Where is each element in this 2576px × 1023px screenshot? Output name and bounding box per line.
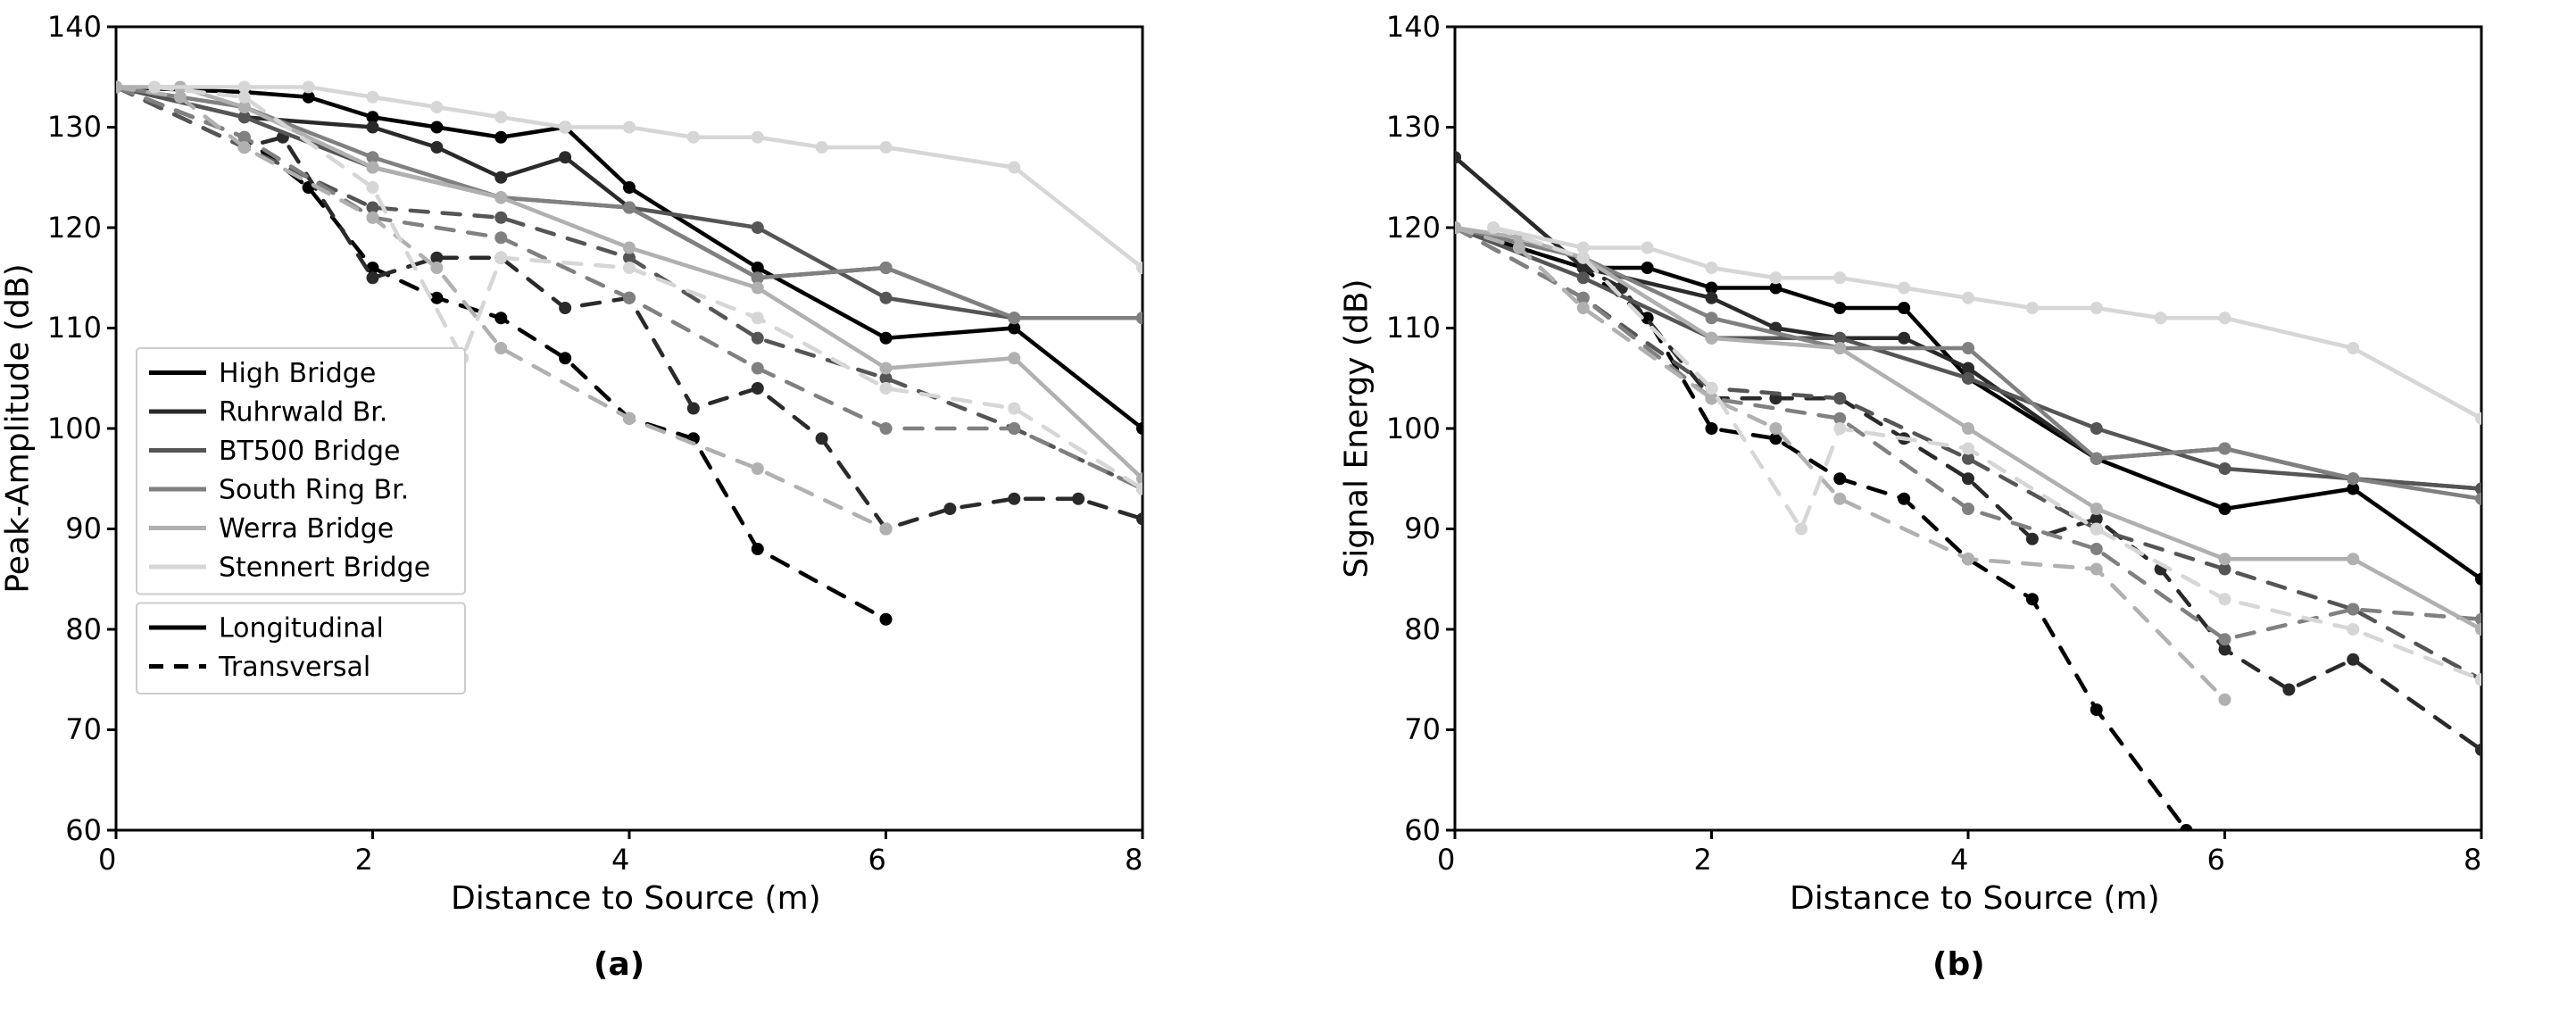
series-marker (1833, 342, 1846, 354)
series-marker (2347, 342, 2359, 354)
series-marker (1487, 221, 1500, 234)
series-marker (2475, 623, 2488, 636)
series-marker (2475, 573, 2488, 586)
series-marker (2155, 312, 2167, 324)
ylabel: Signal Energy (dB) (1339, 279, 1375, 578)
series-marker (2475, 493, 2488, 505)
series-marker (1833, 493, 1846, 505)
series-marker (1577, 252, 1590, 264)
series-marker (2219, 694, 2231, 706)
series-marker (2026, 593, 2039, 605)
xlabel: Distance to Source (m) (1790, 880, 2147, 917)
ytick-label: 90 (1404, 512, 1441, 545)
xtick-label: 0 (1437, 843, 1455, 877)
series-marker (1833, 472, 1846, 485)
series-marker (1706, 262, 1718, 274)
series-line (1455, 157, 2481, 488)
series-marker (2347, 553, 2359, 565)
series-marker (2219, 633, 2231, 645)
series-marker (1833, 271, 1846, 284)
series-marker (2090, 302, 2103, 314)
series-marker (1962, 503, 1974, 515)
xtick-label: 8 (2464, 843, 2481, 877)
series-marker (2090, 703, 2103, 716)
series-marker (2347, 653, 2359, 666)
series-marker (1706, 292, 1718, 304)
series-line (1455, 228, 2186, 830)
series-marker (1962, 342, 1974, 354)
series-marker (1577, 302, 1590, 314)
series-marker (1833, 302, 1846, 314)
series-marker (2219, 593, 2231, 605)
ytick-label: 60 (1404, 813, 1441, 847)
series-marker (1898, 332, 1910, 345)
series-marker (2219, 503, 2231, 515)
series-marker (2090, 503, 2103, 515)
series-marker (2219, 462, 2231, 475)
series-marker (1449, 151, 1461, 163)
series-marker (2090, 422, 2103, 435)
series-marker (2219, 443, 2231, 455)
series-marker (1795, 523, 1807, 536)
series-marker (2282, 684, 2295, 696)
series-marker (2219, 553, 2231, 565)
xtick-label: 2 (1694, 843, 1712, 877)
series-marker (2347, 603, 2359, 616)
series-marker (1706, 382, 1718, 395)
ytick-label: 120 (1386, 211, 1441, 245)
series-marker (1898, 302, 1910, 314)
series-marker (1833, 422, 1846, 435)
series-marker (1962, 472, 1974, 485)
series-marker (1769, 271, 1782, 284)
series-marker (1962, 292, 1974, 304)
series-marker (2347, 623, 2359, 636)
ytick-label: 110 (1386, 311, 1441, 345)
series-marker (2180, 824, 2192, 836)
xtick-label: 4 (1950, 843, 1968, 877)
ytick-label: 140 (1386, 10, 1441, 44)
series-marker (1641, 242, 1654, 254)
series-marker (1962, 422, 1974, 435)
series-marker (1769, 422, 1782, 435)
series-marker (1898, 493, 1910, 505)
series-marker (1898, 282, 1910, 295)
series-marker (1833, 392, 1846, 404)
series-marker (2090, 543, 2103, 555)
series-marker (2090, 523, 2103, 536)
ytick-label: 70 (1404, 712, 1441, 746)
series-marker (2219, 312, 2231, 324)
series-marker (1706, 422, 1718, 435)
series-marker (1962, 553, 1974, 565)
series-marker (2347, 472, 2359, 485)
series-marker (2475, 744, 2488, 756)
series-marker (1641, 262, 1654, 274)
panel-b: 0 2 4 6 8 60 70 80 90 100 110 120 130 140 Distance to … (0, 0, 2576, 1023)
plot-svg-b (0, 0, 2576, 1023)
ytick-label: 130 (1386, 110, 1441, 144)
series-marker (1962, 443, 1974, 455)
panel-caption: (b) (1932, 946, 1985, 983)
series-marker (1706, 332, 1718, 345)
series-marker (2026, 302, 2039, 314)
series-marker (1577, 271, 1590, 284)
figure: High BridgeRuhrwald Br.BT500 BridgeSouth… (0, 0, 2576, 1023)
series-marker (1513, 242, 1525, 254)
series-marker (2090, 563, 2103, 576)
series-marker (2026, 533, 2039, 545)
series-marker (2090, 453, 2103, 465)
xtick-label: 6 (2207, 843, 2225, 877)
series-marker (2475, 412, 2488, 425)
series-marker (1962, 372, 1974, 385)
ytick-label: 80 (1404, 612, 1441, 646)
ytick-label: 100 (1386, 412, 1441, 445)
series-marker (2475, 673, 2488, 686)
series-marker (1706, 312, 1718, 324)
